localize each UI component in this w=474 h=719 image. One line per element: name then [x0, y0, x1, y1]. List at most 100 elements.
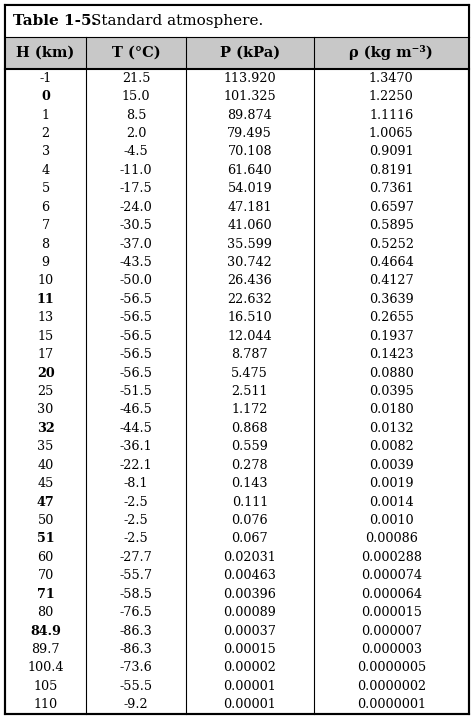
Text: 0.0000002: 0.0000002	[357, 680, 426, 693]
Text: 0.6597: 0.6597	[369, 201, 414, 214]
Text: 32: 32	[36, 422, 55, 435]
Bar	[5, 5, 469, 37]
Text: 0.3639: 0.3639	[369, 293, 414, 306]
Text: 0.00001: 0.00001	[223, 698, 276, 711]
Text: 1.3470: 1.3470	[369, 72, 414, 85]
Text: 0.0880: 0.0880	[369, 367, 414, 380]
Text: 110: 110	[34, 698, 58, 711]
Text: -36.1: -36.1	[120, 440, 153, 453]
Text: 40: 40	[37, 459, 54, 472]
Text: 5: 5	[41, 183, 50, 196]
Text: 0.0000005: 0.0000005	[356, 661, 426, 674]
Text: 4: 4	[42, 164, 50, 177]
Text: 15.0: 15.0	[122, 90, 150, 103]
Text: -86.3: -86.3	[120, 643, 153, 656]
Text: 0.2655: 0.2655	[369, 311, 414, 324]
Text: 0.559: 0.559	[231, 440, 268, 453]
Text: 0.00463: 0.00463	[223, 569, 276, 582]
Text: 1.172: 1.172	[232, 403, 268, 416]
Text: 0.00001: 0.00001	[223, 680, 276, 693]
Text: -50.0: -50.0	[119, 275, 153, 288]
Text: 0.9091: 0.9091	[369, 145, 414, 158]
Text: 70: 70	[37, 569, 54, 582]
Text: -9.2: -9.2	[124, 698, 148, 711]
Text: 2: 2	[42, 127, 50, 140]
Text: 8: 8	[42, 237, 50, 250]
Text: 79.495: 79.495	[228, 127, 272, 140]
Text: 84.9: 84.9	[30, 625, 61, 638]
Text: 1: 1	[42, 109, 50, 122]
Text: 13: 13	[37, 311, 54, 324]
Text: 0.000288: 0.000288	[361, 551, 422, 564]
Text: 0.00089: 0.00089	[223, 606, 276, 619]
Text: -56.5: -56.5	[119, 311, 153, 324]
Text: 20: 20	[36, 367, 55, 380]
Text: 3: 3	[42, 145, 50, 158]
Text: 47: 47	[36, 495, 55, 508]
Text: 0.00002: 0.00002	[223, 661, 276, 674]
Text: 80: 80	[37, 606, 54, 619]
Text: 0.00015: 0.00015	[223, 643, 276, 656]
Text: 0.0039: 0.0039	[369, 459, 414, 472]
Text: 60: 60	[37, 551, 54, 564]
Text: -76.5: -76.5	[119, 606, 153, 619]
Text: 0.868: 0.868	[231, 422, 268, 435]
Text: 0.1423: 0.1423	[369, 348, 414, 361]
Text: 0.076: 0.076	[231, 514, 268, 527]
Text: -43.5: -43.5	[119, 256, 153, 269]
Text: 1.1116: 1.1116	[369, 109, 413, 122]
Text: -2.5: -2.5	[124, 514, 148, 527]
Text: 17: 17	[37, 348, 54, 361]
Text: -17.5: -17.5	[120, 183, 153, 196]
Text: -1: -1	[39, 72, 52, 85]
Text: 101.325: 101.325	[223, 90, 276, 103]
Text: 0.0019: 0.0019	[369, 477, 414, 490]
Text: 0.00396: 0.00396	[223, 587, 276, 600]
Text: 0: 0	[41, 90, 50, 103]
Text: -58.5: -58.5	[119, 587, 153, 600]
Text: 89.874: 89.874	[228, 109, 272, 122]
Text: T (°C): T (°C)	[112, 46, 160, 60]
Text: 0.5895: 0.5895	[369, 219, 414, 232]
Text: 0.000064: 0.000064	[361, 587, 422, 600]
Text: 71: 71	[36, 587, 55, 600]
Text: 0.000003: 0.000003	[361, 643, 422, 656]
Text: 0.0010: 0.0010	[369, 514, 414, 527]
Text: 2.0: 2.0	[126, 127, 146, 140]
Text: Standard atmosphere.: Standard atmosphere.	[91, 14, 263, 28]
Text: 0.5252: 0.5252	[369, 237, 414, 250]
Text: -56.5: -56.5	[119, 330, 153, 343]
Text: 8.5: 8.5	[126, 109, 146, 122]
Text: 11: 11	[36, 293, 55, 306]
Text: 61.640: 61.640	[228, 164, 272, 177]
Text: -30.5: -30.5	[119, 219, 153, 232]
Text: 0.00086: 0.00086	[365, 533, 418, 546]
Text: -44.5: -44.5	[119, 422, 153, 435]
Text: -46.5: -46.5	[119, 403, 153, 416]
Text: -2.5: -2.5	[124, 495, 148, 508]
Text: 1.2250: 1.2250	[369, 90, 414, 103]
Text: 41.060: 41.060	[228, 219, 272, 232]
Text: 7: 7	[42, 219, 50, 232]
Text: 0.0082: 0.0082	[369, 440, 414, 453]
Text: 0.7361: 0.7361	[369, 183, 414, 196]
Text: 70.108: 70.108	[228, 145, 272, 158]
Text: 16.510: 16.510	[228, 311, 272, 324]
Text: 113.920: 113.920	[223, 72, 276, 85]
Text: 0.0180: 0.0180	[369, 403, 414, 416]
Text: -22.1: -22.1	[120, 459, 153, 472]
Text: -2.5: -2.5	[124, 533, 148, 546]
Text: 0.4127: 0.4127	[369, 275, 414, 288]
Text: Table 1-5.: Table 1-5.	[13, 14, 97, 28]
Text: 100.4: 100.4	[27, 661, 64, 674]
Text: -8.1: -8.1	[124, 477, 148, 490]
Text: 0.111: 0.111	[232, 495, 268, 508]
Text: 51: 51	[37, 533, 55, 546]
Text: 0.000074: 0.000074	[361, 569, 422, 582]
Text: -86.3: -86.3	[120, 625, 153, 638]
Text: 22.632: 22.632	[228, 293, 272, 306]
Text: 0.1937: 0.1937	[369, 330, 414, 343]
Text: 26.436: 26.436	[228, 275, 272, 288]
Text: -55.7: -55.7	[119, 569, 153, 582]
Text: 9: 9	[42, 256, 50, 269]
